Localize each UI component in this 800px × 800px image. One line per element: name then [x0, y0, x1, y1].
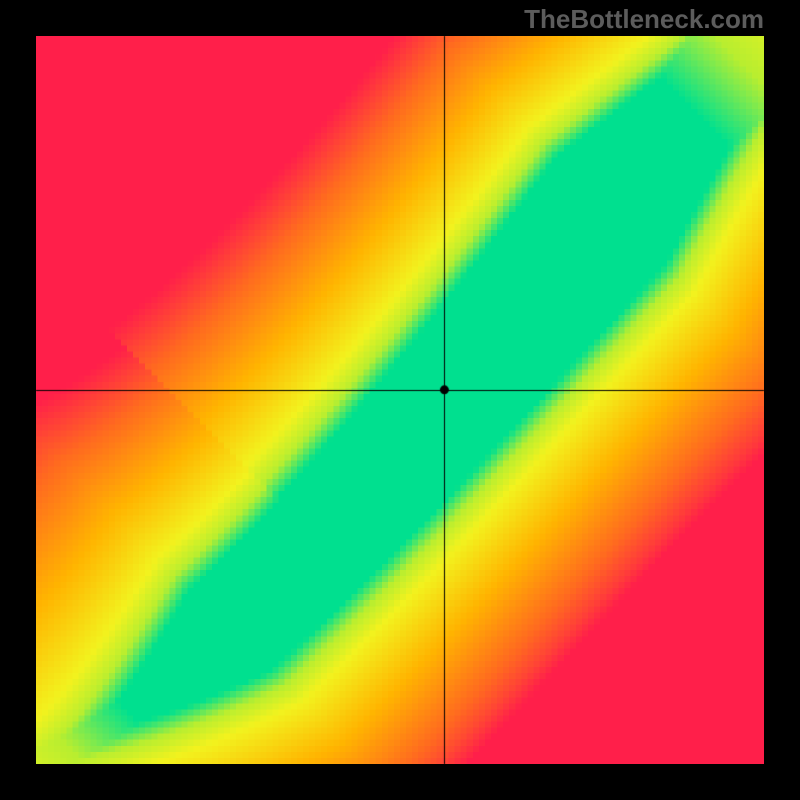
- chart-container: TheBottleneck.com: [0, 0, 800, 800]
- crosshair-overlay: [0, 0, 800, 800]
- watermark-text: TheBottleneck.com: [524, 4, 764, 35]
